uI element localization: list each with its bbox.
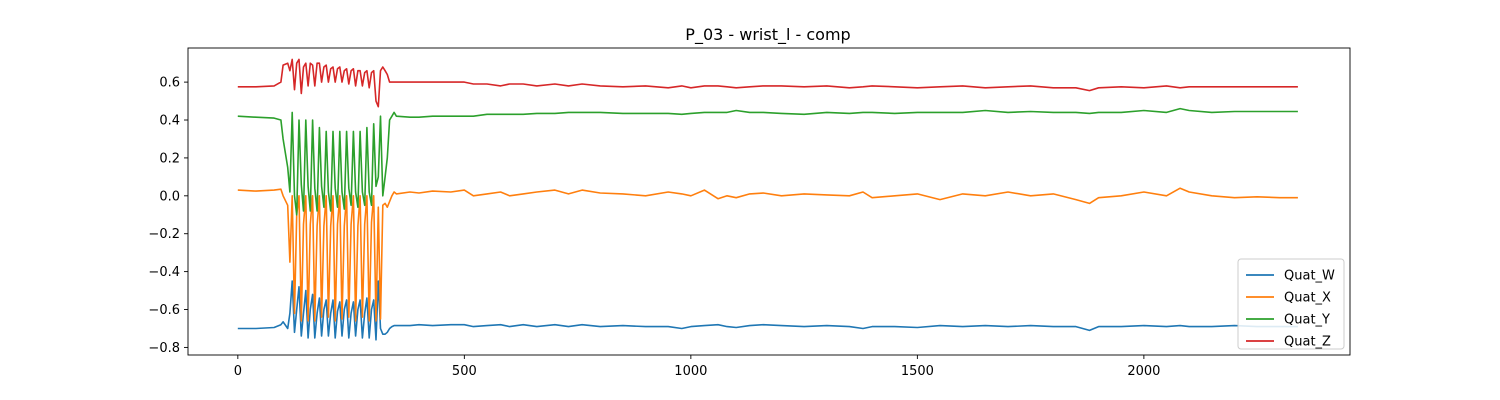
legend-label: Quat_Z [1284,335,1331,350]
series-line-quat-x [237,187,1298,322]
x-tick-label: 1500 [901,364,934,379]
legend-label: Quat_Y [1284,313,1330,328]
series-line-quat-y [237,107,1298,216]
legend-label: Quat_X [1284,291,1331,306]
axes-frame [187,47,1351,356]
y-tick-label: −0.4 [148,265,180,280]
x-tick-label: 500 [452,364,477,379]
y-tick-label: 0.4 [159,114,180,129]
plot-area: 0 500 1000 1500 2000 −0.8 −0.6 −0.4 −0.2 0.0 0.2 0.… [148,47,1351,379]
legend-label: Quat_W [1284,269,1335,284]
y-tick-label: 0.2 [159,151,180,166]
chart-title: P_03 - wrist_l - comp [685,25,850,45]
y-tick-label: −0.2 [148,227,180,242]
series-line-quat-w [237,280,1298,341]
y-tick-label: −0.6 [148,303,180,318]
y-tick-label: 0.0 [159,189,180,204]
y-tick-label: 0.6 [159,76,180,91]
x-tick-label: 2000 [1127,364,1160,379]
series-line-quat-z [237,58,1298,108]
x-tick-label: 0 [234,364,242,379]
legend-box [1237,258,1345,350]
y-tick-label: −0.8 [148,341,180,356]
x-tick-label: 1000 [674,364,707,379]
